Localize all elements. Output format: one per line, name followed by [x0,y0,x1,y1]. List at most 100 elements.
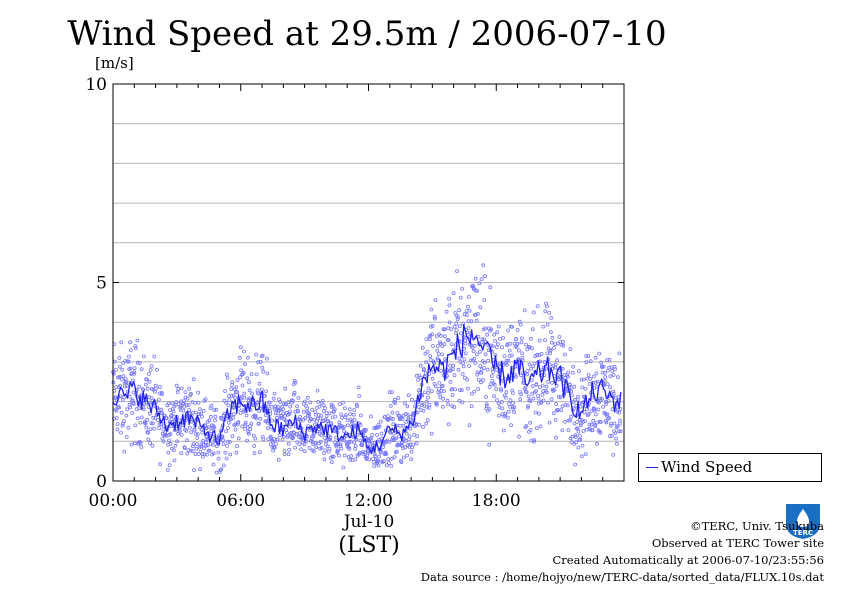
data-point [339,446,344,451]
data-point [178,404,183,409]
data-point [114,385,119,389]
data-point [568,418,572,423]
data-point [324,411,329,415]
data-point [214,470,219,475]
data-point [278,407,283,412]
data-point [153,386,158,391]
data-point [188,448,193,453]
data-point [401,455,406,460]
data-point [409,397,414,402]
data-point [490,344,495,349]
data-point [221,438,226,443]
data-point [407,434,412,439]
data-point [342,406,347,411]
data-point [114,416,119,420]
data-point [414,373,419,378]
data-point [147,411,152,416]
data-point [453,387,458,392]
data-point [392,436,397,441]
data-point [200,454,205,459]
data-point [504,360,509,365]
data-point [447,320,452,325]
data-point [546,400,550,405]
data-point [594,412,598,417]
data-point [279,415,284,420]
data-point [367,457,372,462]
data-point [235,444,239,449]
data-point [457,308,462,313]
data-point [238,345,243,350]
data-point [248,427,253,432]
data-point [422,367,426,371]
data-point [392,455,397,460]
data-point [509,423,514,428]
data-point [611,373,616,377]
data-point [224,456,229,461]
data-point [509,353,514,358]
data-point [530,346,534,351]
data-point [195,432,200,437]
data-point [316,412,321,417]
data-point [256,391,261,396]
data-point [214,407,219,412]
data-point [452,373,457,378]
data-point [595,441,599,446]
data-point [196,390,201,395]
data-point [358,413,363,418]
data-point [234,385,239,390]
data-point [451,291,456,296]
data-point [384,452,389,457]
data-point [176,386,181,391]
data-point [405,404,410,409]
data-point [254,400,259,405]
data-point [485,332,490,337]
data-point [148,368,153,372]
data-point [474,318,479,323]
data-point [256,360,261,365]
data-point [329,460,334,465]
data-point [480,340,484,345]
logo-text: TERC [793,529,813,537]
data-point [166,450,171,455]
data-point [563,352,567,357]
data-point [475,352,479,357]
data-point [601,364,606,369]
data-point [266,404,271,409]
data-point [522,308,527,313]
data-point [561,339,565,344]
data-point [340,415,345,420]
data-point [268,442,273,447]
data-point [545,304,549,309]
data-point [132,441,137,446]
data-point [119,430,123,435]
data-point [216,456,221,461]
data-point [131,390,136,395]
data-point [529,366,533,371]
data-point [174,383,179,388]
data-point [197,412,202,417]
data-point [117,364,122,369]
data-point [525,405,530,410]
data-point [464,313,469,318]
data-point [560,366,565,371]
data-point [441,396,446,401]
data-point [324,414,329,419]
credit-created: Created Automatically at 2006-07-10/23:5… [552,553,825,567]
data-point [417,422,422,427]
y-tick-label: 0 [96,472,107,492]
data-point [439,369,444,374]
data-point [494,387,499,392]
data-point [296,409,301,414]
data-point [593,355,598,360]
data-point [131,402,136,406]
data-point [541,324,546,329]
data-point [550,380,554,385]
data-point [465,304,470,309]
data-point [583,419,587,423]
data-point [571,364,576,369]
data-point [296,395,301,400]
data-point [568,382,572,387]
data-point [495,330,500,335]
data-point [292,390,297,395]
data-point [124,435,129,439]
